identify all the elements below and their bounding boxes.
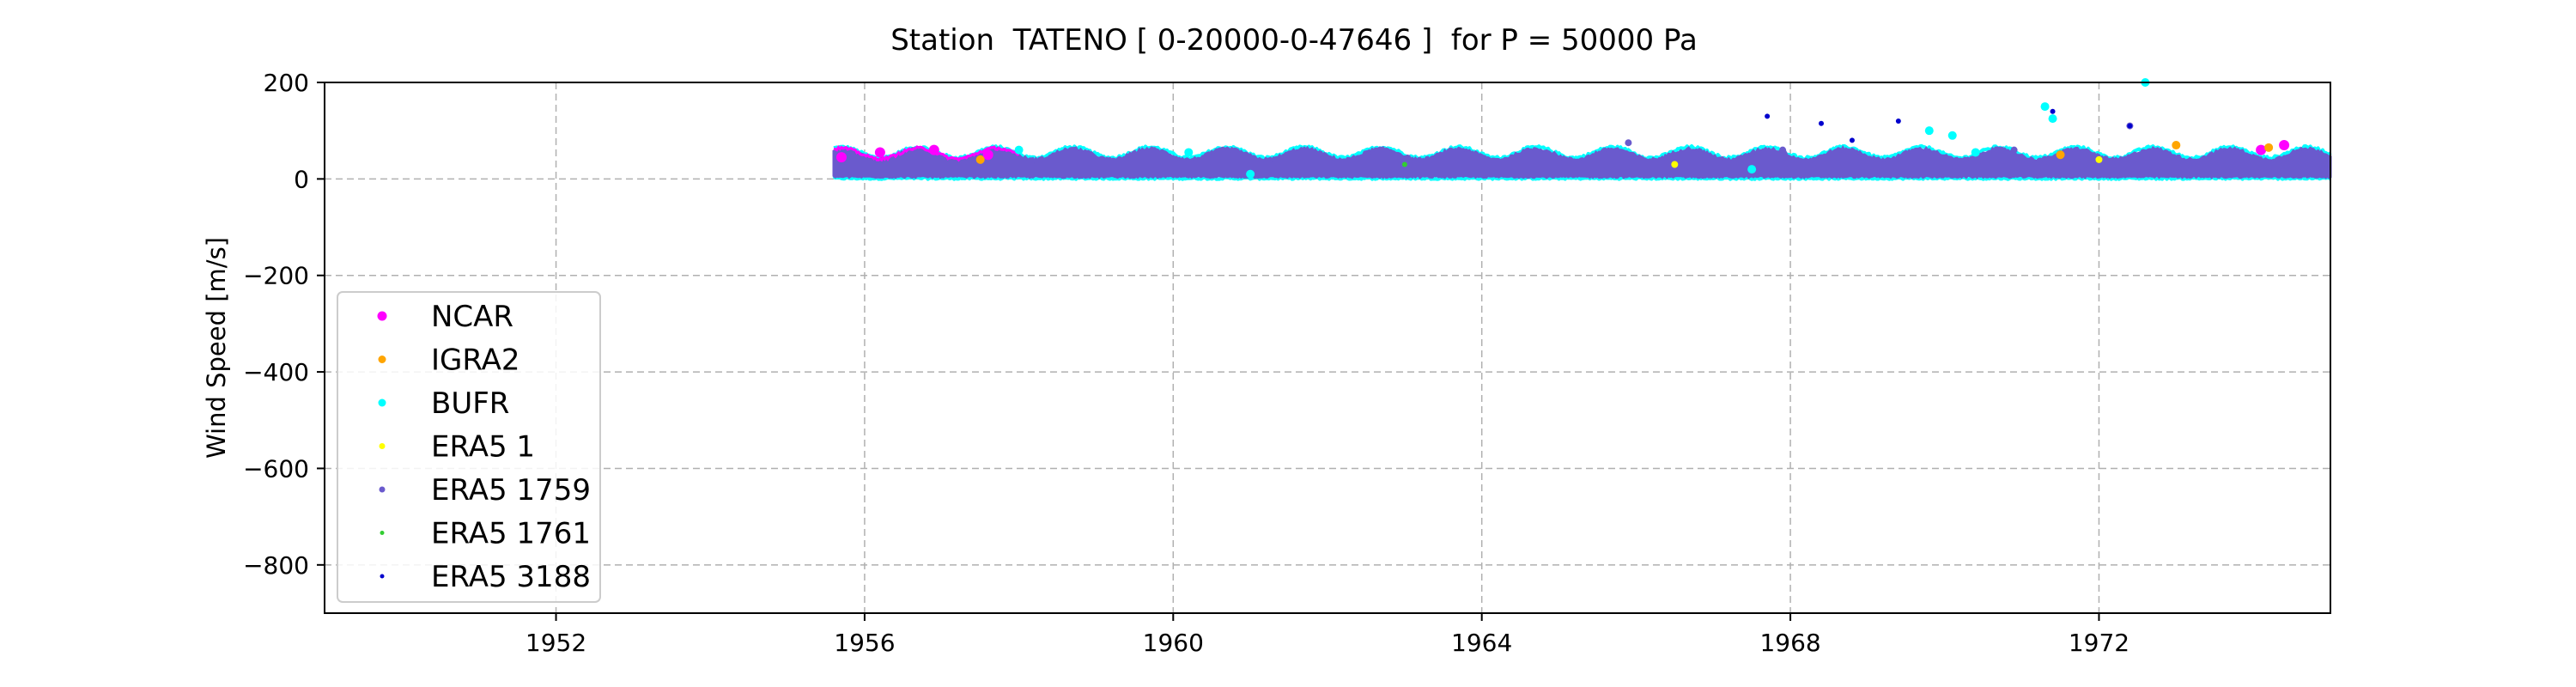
- data-point: [835, 152, 847, 163]
- legend-label: NCAR: [431, 300, 513, 334]
- legend-marker: [380, 531, 385, 535]
- axis-ticks: 1952 1956 1960 1964 1968 1972 200 0 −200 −400 −600…: [243, 69, 2129, 657]
- y-tick-label: −200: [243, 262, 309, 290]
- legend-label: ERA5 3188: [431, 560, 591, 594]
- data-point: [1184, 148, 1194, 157]
- data-point: [1671, 161, 1679, 168]
- legend: NCAR IGRA2 BUFR ERA5 1 ERA5 1759 ERA5 1761 ERA…: [337, 291, 601, 603]
- data-point: [2050, 108, 2056, 114]
- data-point: [2264, 143, 2274, 152]
- data-point: [928, 144, 939, 155]
- data-point: [982, 149, 993, 161]
- data-point: [2127, 123, 2133, 129]
- data-point: [2010, 146, 2018, 154]
- data-point: [1819, 120, 1825, 126]
- data-point: [2056, 150, 2065, 160]
- legend-items: NCAR IGRA2 BUFR ERA5 1 ERA5 1759 ERA5 1761 ERA…: [377, 300, 591, 594]
- x-tick-label: 1968: [1759, 629, 1820, 657]
- x-tick-label: 1956: [834, 629, 895, 657]
- y-tick-label: −600: [243, 454, 309, 483]
- data-point: [2095, 155, 2103, 163]
- legend-label: ERA5 1761: [431, 517, 591, 551]
- x-tick-label: 1960: [1143, 629, 1204, 657]
- y-tick-label: 200: [264, 69, 309, 97]
- legend-marker: [380, 574, 385, 579]
- legend-label: IGRA2: [431, 344, 520, 378]
- data-point: [1924, 126, 1934, 136]
- data-point: [1947, 131, 1957, 140]
- legend-marker: [378, 398, 386, 407]
- band-fill: [832, 144, 2332, 179]
- data-point: [1971, 148, 1980, 157]
- data-point: [1779, 146, 1787, 154]
- legend-marker: [378, 356, 386, 363]
- legend-label: ERA5 1759: [431, 473, 591, 508]
- data-point: [1849, 137, 1855, 143]
- data-band: [832, 143, 2332, 181]
- data-point: [1765, 113, 1771, 119]
- band-edge-ncar: [833, 144, 1019, 162]
- legend-marker: [379, 443, 386, 449]
- data-points: [835, 78, 2290, 179]
- x-tick-label: 1972: [2069, 629, 2129, 657]
- data-point: [2040, 102, 2050, 112]
- chart-title: Station TATENO [ 0-20000-0-47646 ] for P…: [890, 23, 1698, 58]
- legend-label: BUFR: [431, 386, 509, 421]
- data-point: [1895, 118, 1901, 124]
- data-point: [1014, 145, 1024, 155]
- plot-area-frame: [324, 82, 2331, 614]
- data-point: [2172, 141, 2181, 150]
- legend-label: ERA5 1: [431, 430, 535, 465]
- x-tick-label: 1952: [526, 629, 586, 657]
- data-point: [1246, 169, 1255, 179]
- data-point: [975, 155, 985, 164]
- data-point: [874, 147, 885, 158]
- y-axis-label: Wind Speed [m/s]: [202, 237, 231, 459]
- data-point: [1747, 165, 1757, 174]
- y-tick-label: −400: [243, 358, 309, 386]
- data-point: [2279, 140, 2290, 151]
- legend-box: [337, 291, 601, 603]
- y-tick-label: −800: [243, 551, 309, 580]
- data-point: [1401, 161, 1407, 167]
- y-tick-label: 0: [294, 165, 309, 193]
- x-tick-label: 1964: [1451, 629, 1512, 657]
- legend-marker: [377, 311, 387, 321]
- legend-marker: [379, 486, 386, 493]
- data-point: [1625, 139, 1632, 147]
- data-point: [2256, 144, 2267, 155]
- data-point: [2048, 114, 2057, 124]
